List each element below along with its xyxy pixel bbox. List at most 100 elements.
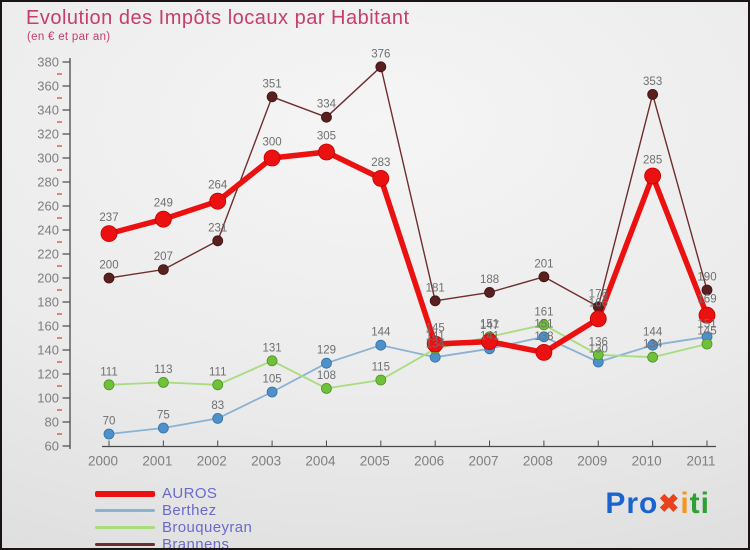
value-label: 130 — [589, 344, 608, 356]
y-tick-label: 320 — [37, 127, 59, 142]
value-label: 141 — [426, 330, 445, 342]
value-label: 181 — [426, 282, 445, 294]
data-point — [538, 319, 550, 331]
value-label: 151 — [534, 318, 553, 330]
value-label: 145 — [426, 323, 445, 335]
legend-label: AUROS — [162, 485, 218, 502]
data-point — [157, 264, 169, 276]
legend-item-brannens: Brannens — [95, 536, 252, 550]
logo-letter: i — [680, 487, 690, 520]
data-point — [484, 286, 495, 298]
data-point — [321, 357, 332, 369]
logo-letter: r — [626, 487, 640, 520]
data-point — [209, 192, 227, 210]
value-label: 188 — [480, 274, 499, 286]
y-tick-label: 360 — [37, 79, 59, 94]
proxiti-logo: Pro✖iti — [605, 487, 710, 521]
value-label: 207 — [154, 251, 173, 263]
data-point — [263, 149, 281, 167]
legend-label: Brouqueyran — [162, 519, 253, 536]
chart-legend: AUROS Berthez Brouqueyran Brannens — [95, 485, 253, 550]
data-point — [481, 333, 498, 351]
value-label: 131 — [262, 342, 281, 354]
data-point — [321, 382, 332, 394]
legend-swatch — [95, 490, 155, 497]
value-label: 351 — [262, 78, 281, 90]
series-labels-AUROS: 237 249 264 300 305 283 145 147 138 166 285 169 — [99, 131, 716, 343]
value-label: 129 — [317, 345, 336, 357]
value-label: 283 — [371, 157, 390, 169]
data-point — [375, 339, 387, 351]
x-tick-label: 2010 — [632, 454, 662, 469]
value-label: 108 — [317, 370, 336, 382]
chart-subtitle: (en € et par an) — [27, 31, 111, 43]
legend-swatch — [95, 526, 155, 529]
data-point — [318, 143, 335, 161]
data-point — [157, 376, 169, 388]
data-point — [212, 412, 224, 424]
data-point — [647, 351, 659, 363]
legend-item-berthez: Berthez — [95, 502, 252, 519]
value-label: 166 — [589, 297, 608, 309]
x-tick-label: 2005 — [360, 454, 390, 469]
value-label: 231 — [208, 222, 227, 234]
value-label: 353 — [643, 76, 662, 88]
value-label: 376 — [371, 48, 390, 60]
value-label: 141 — [480, 330, 499, 342]
y-tick-label: 80 — [45, 415, 59, 430]
data-point — [212, 235, 224, 247]
data-point — [103, 272, 115, 284]
data-point — [589, 310, 607, 328]
value-label: 305 — [317, 131, 336, 143]
x-tick-label: 2003 — [251, 454, 281, 469]
legend-label: Berthez — [162, 502, 217, 519]
y-tick-label: 280 — [37, 175, 59, 190]
data-point — [103, 428, 115, 440]
value-label: 144 — [371, 327, 391, 339]
series-markers-Brouqueyran — [103, 319, 713, 394]
legend-swatch — [95, 543, 155, 546]
value-label: 151 — [697, 318, 716, 330]
y-axis: 60 80 100 120 140 160 180 200 220 240 260 280 300 320… — [37, 55, 71, 454]
data-point — [538, 331, 550, 343]
value-label: 115 — [372, 362, 390, 374]
value-label: 300 — [262, 137, 281, 149]
value-label: 264 — [208, 180, 228, 192]
value-label: 151 — [480, 318, 499, 330]
legend-label: Brannens — [162, 536, 230, 550]
value-label: 113 — [154, 364, 172, 376]
logo-letter: o — [639, 487, 659, 520]
y-tick-label: 240 — [37, 223, 59, 238]
y-tick-label: 160 — [37, 319, 59, 334]
data-point — [538, 271, 550, 283]
series-line-Brouqueyran — [108, 323, 708, 390]
data-point — [375, 61, 387, 73]
x-tick-label: 2002 — [197, 454, 227, 469]
logo-x-glyph: ✖ — [658, 490, 681, 518]
value-label: 144 — [643, 327, 663, 339]
value-label: 136 — [589, 336, 608, 348]
data-point — [375, 374, 387, 386]
x-tick-label: 2004 — [305, 454, 336, 469]
legend-swatch — [95, 509, 155, 512]
data-point — [372, 169, 390, 187]
y-tick-label: 260 — [37, 199, 59, 214]
value-label: 147 — [480, 320, 499, 332]
data-point — [266, 355, 278, 367]
value-label: 105 — [262, 374, 281, 386]
value-label: 161 — [534, 306, 553, 318]
value-label: 176 — [589, 288, 608, 300]
data-point — [266, 386, 278, 398]
data-point — [647, 339, 659, 351]
x-tick-label: 2008 — [523, 454, 553, 469]
value-label: 334 — [317, 99, 337, 111]
y-tick-label: 120 — [37, 367, 59, 382]
value-label: 201 — [534, 258, 553, 270]
logo-letter: P — [605, 487, 627, 520]
logo-letter: i — [700, 487, 710, 520]
data-point — [157, 422, 169, 434]
